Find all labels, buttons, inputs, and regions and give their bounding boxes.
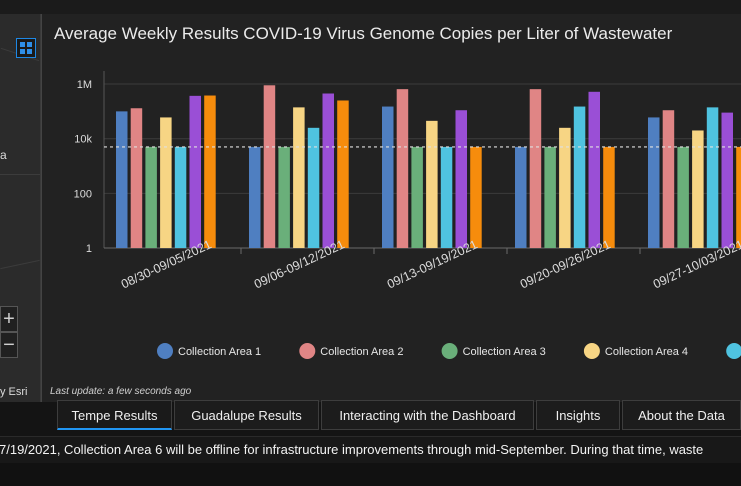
legend-label: Collection Area 1 — [178, 346, 261, 358]
bar-collection-area-3 — [677, 146, 689, 248]
bar-collection-area-7 — [204, 95, 216, 248]
bar-collection-area-6 — [322, 93, 334, 248]
bar-collection-area-1 — [116, 111, 128, 248]
chart-panel: Average Weekly Results COVID-19 Virus Ge… — [41, 14, 741, 402]
bar-collection-area-7 — [470, 146, 482, 248]
map-attribution: y Esri — [0, 386, 28, 398]
bar-collection-area-5 — [573, 106, 586, 248]
tab-tempe-results[interactable]: Tempe Results — [57, 400, 172, 430]
tab-interacting-with-dashboard[interactable]: Interacting with the Dashboard — [321, 400, 534, 430]
bar-collection-area-4 — [692, 130, 704, 248]
bar-collection-area-3 — [411, 146, 423, 248]
legend-marker — [441, 343, 458, 359]
legend-marker — [726, 343, 741, 359]
bar-collection-area-1 — [249, 146, 261, 248]
bar-collection-area-4 — [293, 107, 305, 248]
top-strip — [0, 0, 741, 14]
tab-insights[interactable]: Insights — [536, 400, 620, 430]
bar-collection-area-3 — [145, 146, 157, 248]
ticker-text: 7/19/2021, Collection Area 6 will be off… — [0, 442, 704, 457]
legend-label: Collection Area 3 — [463, 346, 546, 358]
legend-marker — [157, 343, 173, 359]
legend-marker — [583, 343, 600, 359]
bar-collection-area-3 — [544, 146, 556, 248]
bar-collection-area-5 — [440, 146, 453, 248]
bar-collection-area-2 — [263, 85, 276, 248]
bar-collection-area-7 — [337, 100, 349, 248]
bottom-bar — [0, 463, 741, 486]
y-tick-label: 1M — [77, 79, 92, 91]
y-tick-label: 10k — [74, 134, 92, 146]
bar-collection-area-2 — [130, 108, 143, 249]
bar-collection-area-4 — [160, 117, 172, 248]
bar-collection-area-1 — [515, 146, 527, 248]
y-tick-label: 1 — [86, 243, 92, 255]
bar-collection-area-5 — [706, 107, 719, 248]
map-road — [0, 259, 40, 270]
announcement-ticker: 7/19/2021, Collection Area 6 will be off… — [0, 436, 741, 464]
map-road — [0, 174, 40, 175]
bar-collection-area-6 — [588, 91, 600, 248]
map-label: a — [0, 148, 7, 162]
bar-collection-area-2 — [396, 89, 409, 248]
legend-label: Collection Area 2 — [320, 346, 403, 358]
y-tick-label: 100 — [74, 188, 92, 200]
zoom-in-button[interactable]: + — [0, 306, 18, 332]
bar-collection-area-6 — [721, 112, 733, 249]
bar-collection-area-5 — [174, 146, 187, 248]
bar-collection-area-6 — [189, 95, 201, 248]
map-panel[interactable]: a + − y Esri — [0, 14, 41, 402]
basemap-gallery-icon[interactable] — [16, 38, 36, 58]
last-update-text: Last update: a few seconds ago — [50, 386, 192, 397]
zoom-out-button[interactable]: − — [0, 332, 18, 358]
bar-collection-area-3 — [278, 146, 290, 248]
legend-marker — [299, 343, 316, 359]
bar-collection-area-7 — [603, 146, 615, 248]
bar-collection-area-1 — [382, 106, 394, 248]
bar-collection-area-6 — [455, 110, 467, 248]
tab-about-the-data[interactable]: About the Data — [622, 400, 741, 430]
bar-collection-area-1 — [648, 117, 660, 248]
legend-label: Collection Area 4 — [605, 346, 688, 358]
bar-collection-area-4 — [559, 127, 571, 248]
tab-guadalupe-results[interactable]: Guadalupe Results — [174, 400, 319, 430]
bar-collection-area-2 — [529, 89, 542, 248]
bar-collection-area-5 — [307, 127, 320, 248]
bar-collection-area-4 — [426, 120, 438, 248]
bar-collection-area-2 — [662, 110, 675, 248]
chart-title: Average Weekly Results COVID-19 Virus Ge… — [54, 24, 673, 43]
bar-collection-area-7 — [736, 146, 741, 248]
